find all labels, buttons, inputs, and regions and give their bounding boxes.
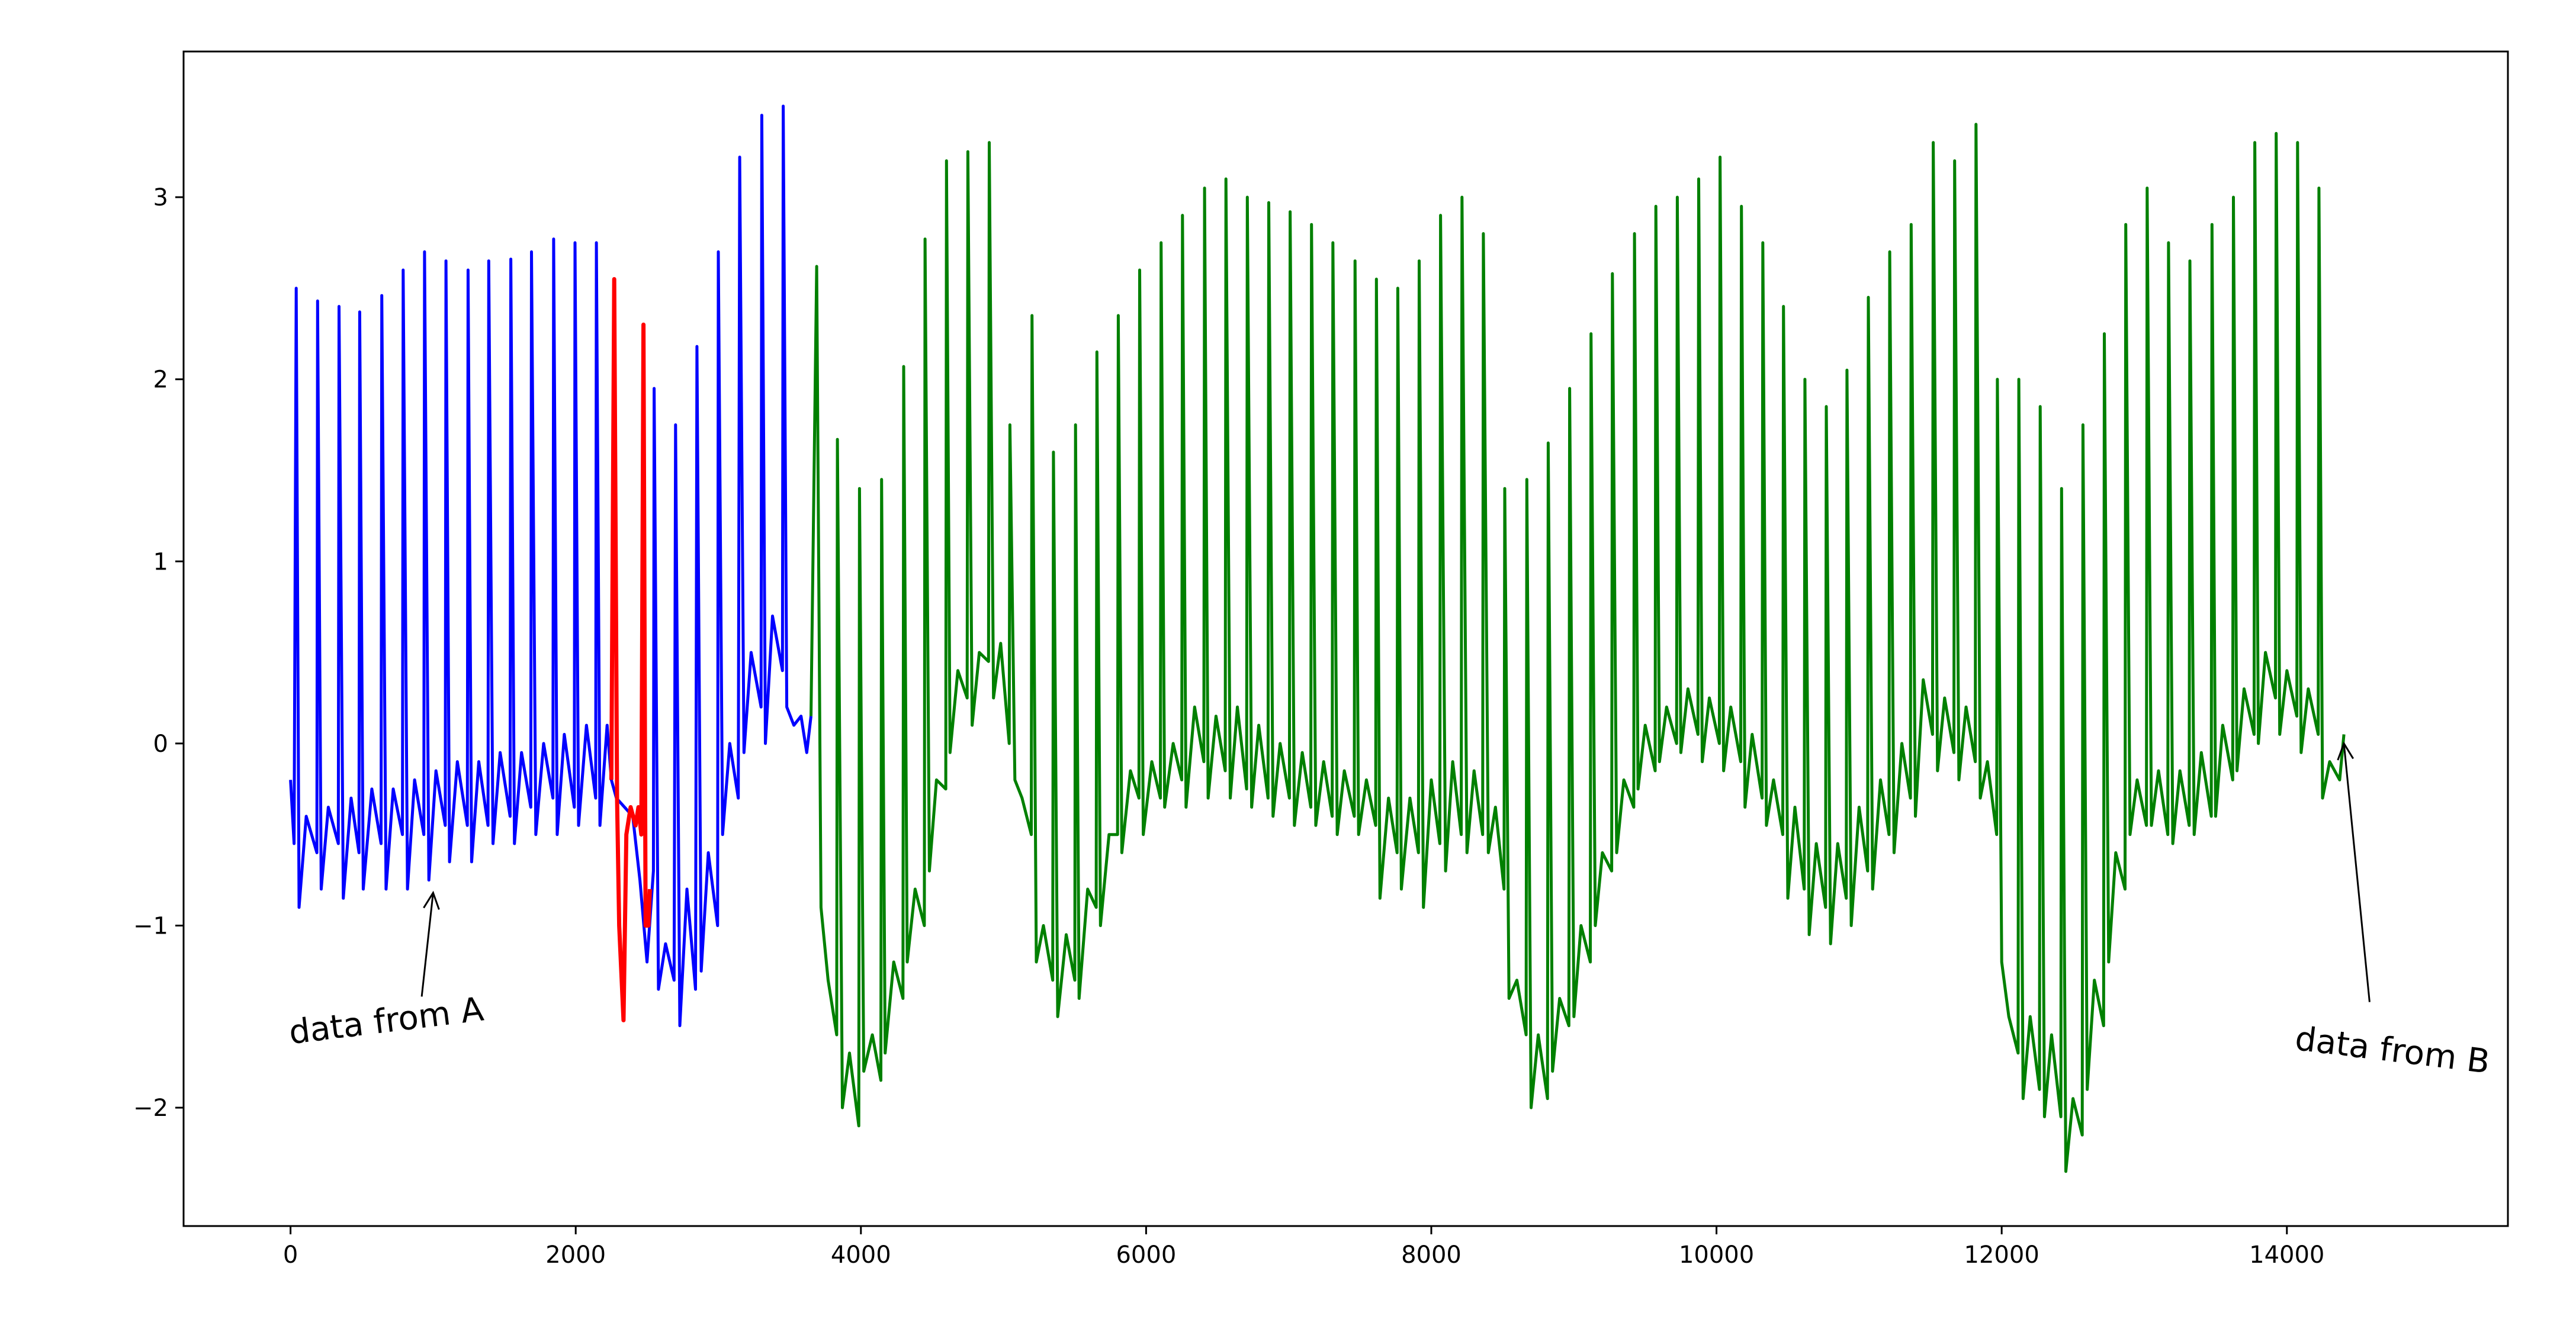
x-axis: 0 2000 4000 6000 8000 10000 12000 14000 <box>283 1226 2324 1269</box>
x-tick-label: 14000 <box>2249 1241 2324 1269</box>
series-layer <box>289 104 2346 1173</box>
annotation-arrow-head <box>423 890 440 910</box>
x-tick-label: 4000 <box>831 1241 891 1269</box>
x-tick-label: 10000 <box>1679 1241 1754 1269</box>
series-line-1 <box>289 104 812 1028</box>
y-tick-label: −2 <box>133 1095 168 1122</box>
x-tick-label: 8000 <box>1401 1241 1462 1269</box>
series-line-2 <box>609 277 652 1022</box>
series-line-3 <box>810 123 2346 1173</box>
y-tick-label: 3 <box>153 184 168 211</box>
x-tick-label: 6000 <box>1116 1241 1176 1269</box>
y-tick-label: 1 <box>153 548 168 575</box>
x-tick-label: 0 <box>283 1241 298 1269</box>
y-axis: −2 −1 0 1 2 3 <box>133 184 184 1122</box>
annotation-arrow-line <box>420 892 434 997</box>
y-tick-label: 2 <box>153 366 168 394</box>
plot-frame <box>182 50 2509 1227</box>
x-tick-label: 12000 <box>1964 1241 2039 1269</box>
annotation-arrow-line <box>2343 743 2371 1002</box>
annotation-arrow-head <box>2337 741 2355 761</box>
y-tick-label: 0 <box>153 731 168 758</box>
x-tick-label: 2000 <box>545 1241 606 1269</box>
y-tick-label: −1 <box>133 912 168 940</box>
